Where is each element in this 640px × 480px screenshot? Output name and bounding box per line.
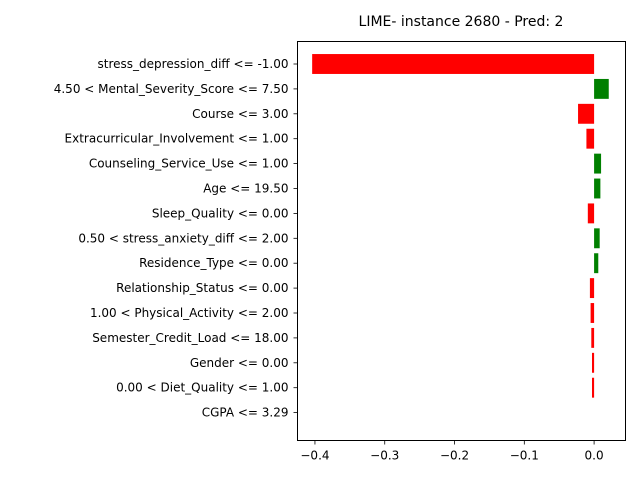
bar [594, 153, 602, 174]
y-tick-label: 4.50 < Mental_Severity_Score <= 7.50 [54, 82, 289, 96]
y-tick-label: Relationship_Status <= 0.00 [116, 281, 288, 295]
bars-group [312, 54, 609, 398]
y-tick-label: Extracurricular_Involvement <= 1.00 [65, 132, 289, 146]
bar [590, 303, 595, 323]
bar [594, 178, 601, 199]
y-tick-labels: stress_depression_diff <= -1.00 4.50 < Me… [54, 57, 298, 420]
bar [586, 128, 595, 149]
y-tick-label: Residence_Type <= 0.00 [139, 256, 288, 270]
x-tick-label: −0.1 [510, 449, 539, 463]
y-tick-label: Age <= 19.50 [203, 182, 288, 196]
y-tick-label: 0.50 < stress_anxiety_diff <= 2.00 [78, 231, 288, 245]
x-axis-ticks: −0.4 −0.3 −0.2 −0.1 0.0 [300, 440, 604, 463]
bar [312, 54, 595, 74]
bar [594, 253, 599, 274]
plot-frame [297, 41, 626, 441]
x-tick-label: −0.3 [370, 449, 399, 463]
x-tick-label: −0.4 [300, 449, 329, 463]
y-tick-label: 1.00 < Physical_Activity <= 2.00 [90, 306, 289, 320]
y-tick-label: CGPA <= 3.29 [202, 406, 289, 420]
chart-title: LIME- instance 2680 - Pred: 2 [359, 14, 564, 30]
bar [592, 377, 595, 398]
y-tick-label: Counseling_Service_Use <= 1.00 [89, 157, 289, 171]
bar [592, 352, 595, 373]
bar [589, 278, 595, 299]
y-tick-label: Course <= 3.00 [192, 107, 288, 121]
y-tick-label: Sleep_Quality <= 0.00 [152, 206, 289, 220]
bar [591, 327, 595, 348]
y-tick-label: Semester_Credit_Load <= 18.00 [92, 331, 288, 345]
bar [578, 103, 595, 124]
y-tick-label: Gender <= 0.00 [190, 356, 289, 370]
x-tick-label: −0.2 [440, 449, 469, 463]
y-tick-label: stress_depression_diff <= -1.00 [98, 57, 289, 71]
bar [594, 78, 609, 99]
x-tick-label: 0.0 [585, 449, 604, 463]
bar [594, 228, 600, 249]
bar [587, 203, 595, 224]
y-tick-label: 0.00 < Diet_Quality <= 1.00 [116, 381, 288, 395]
